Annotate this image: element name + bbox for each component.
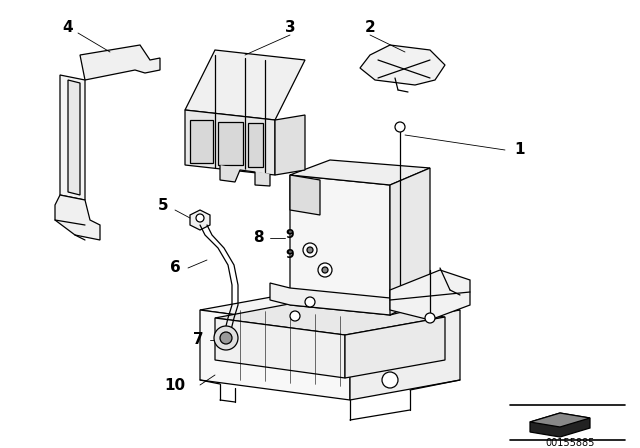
Polygon shape (218, 122, 243, 165)
Polygon shape (390, 270, 470, 320)
Text: 10: 10 (164, 378, 186, 392)
Polygon shape (290, 160, 430, 185)
Polygon shape (80, 45, 160, 80)
Circle shape (303, 243, 317, 257)
Circle shape (395, 122, 405, 132)
Text: 9: 9 (285, 228, 294, 241)
Polygon shape (345, 317, 445, 378)
Polygon shape (390, 278, 430, 315)
Text: 1: 1 (515, 142, 525, 158)
Polygon shape (190, 210, 210, 230)
Polygon shape (248, 123, 263, 167)
Polygon shape (185, 110, 275, 175)
Polygon shape (200, 310, 350, 400)
Polygon shape (215, 300, 445, 335)
Text: 2: 2 (365, 21, 376, 35)
Polygon shape (350, 310, 460, 400)
Polygon shape (220, 165, 270, 186)
Circle shape (322, 267, 328, 273)
Circle shape (305, 297, 315, 307)
Polygon shape (290, 175, 390, 315)
Circle shape (425, 313, 435, 323)
Circle shape (307, 247, 313, 253)
Circle shape (196, 214, 204, 222)
Text: 6: 6 (170, 260, 180, 276)
Text: 8: 8 (253, 231, 263, 246)
Text: 7: 7 (193, 332, 204, 348)
Text: 3: 3 (285, 21, 295, 35)
Text: 9: 9 (285, 249, 294, 262)
Polygon shape (60, 75, 85, 200)
Circle shape (214, 326, 238, 350)
Text: 00155885: 00155885 (545, 438, 595, 448)
Circle shape (290, 311, 300, 321)
Polygon shape (360, 45, 445, 85)
Text: 4: 4 (63, 21, 74, 35)
Circle shape (382, 372, 398, 388)
Polygon shape (190, 120, 213, 163)
Polygon shape (390, 168, 430, 315)
Polygon shape (200, 290, 460, 330)
Polygon shape (270, 283, 410, 315)
Polygon shape (290, 175, 320, 215)
Polygon shape (185, 50, 305, 120)
Polygon shape (530, 413, 590, 437)
Polygon shape (68, 80, 80, 195)
Circle shape (220, 332, 232, 344)
Polygon shape (275, 115, 305, 175)
Polygon shape (215, 318, 345, 378)
Text: 5: 5 (157, 198, 168, 212)
Circle shape (318, 263, 332, 277)
Polygon shape (55, 195, 100, 240)
Polygon shape (530, 413, 590, 427)
